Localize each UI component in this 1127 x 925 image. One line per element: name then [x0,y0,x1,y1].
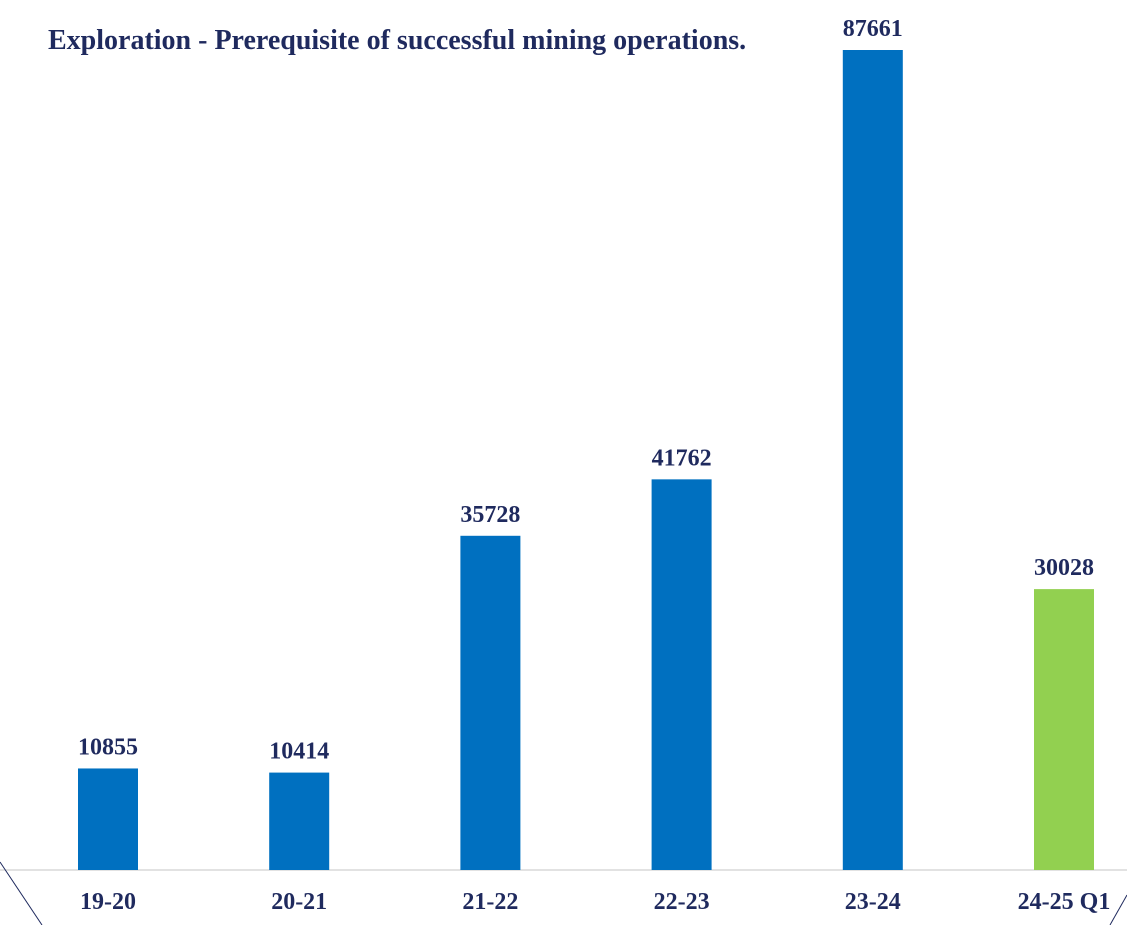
x-tick-label: 21-22 [462,889,518,915]
bar [78,768,138,870]
x-tick-label: 22-23 [654,889,710,915]
bar [842,50,903,870]
x-tick-label: 20-21 [271,889,327,915]
bar [651,479,712,870]
value-label: 87661 [843,16,903,42]
x-tick-label: 19-20 [80,889,136,915]
value-label: 10414 [269,739,329,765]
bar [460,535,521,870]
chart-title: Exploration - Prerequisite of successful… [48,25,747,56]
decor-line [0,861,43,925]
x-tick-label: 24-25 Q1 [1018,889,1111,915]
value-label: 30028 [1034,555,1094,581]
decor-line [1109,894,1127,925]
bar [269,772,330,870]
x-tick-label: 23-24 [845,889,901,915]
value-label: 41762 [652,445,712,471]
value-label: 10855 [78,734,138,760]
value-label: 35728 [460,502,520,528]
bar [1034,589,1094,870]
